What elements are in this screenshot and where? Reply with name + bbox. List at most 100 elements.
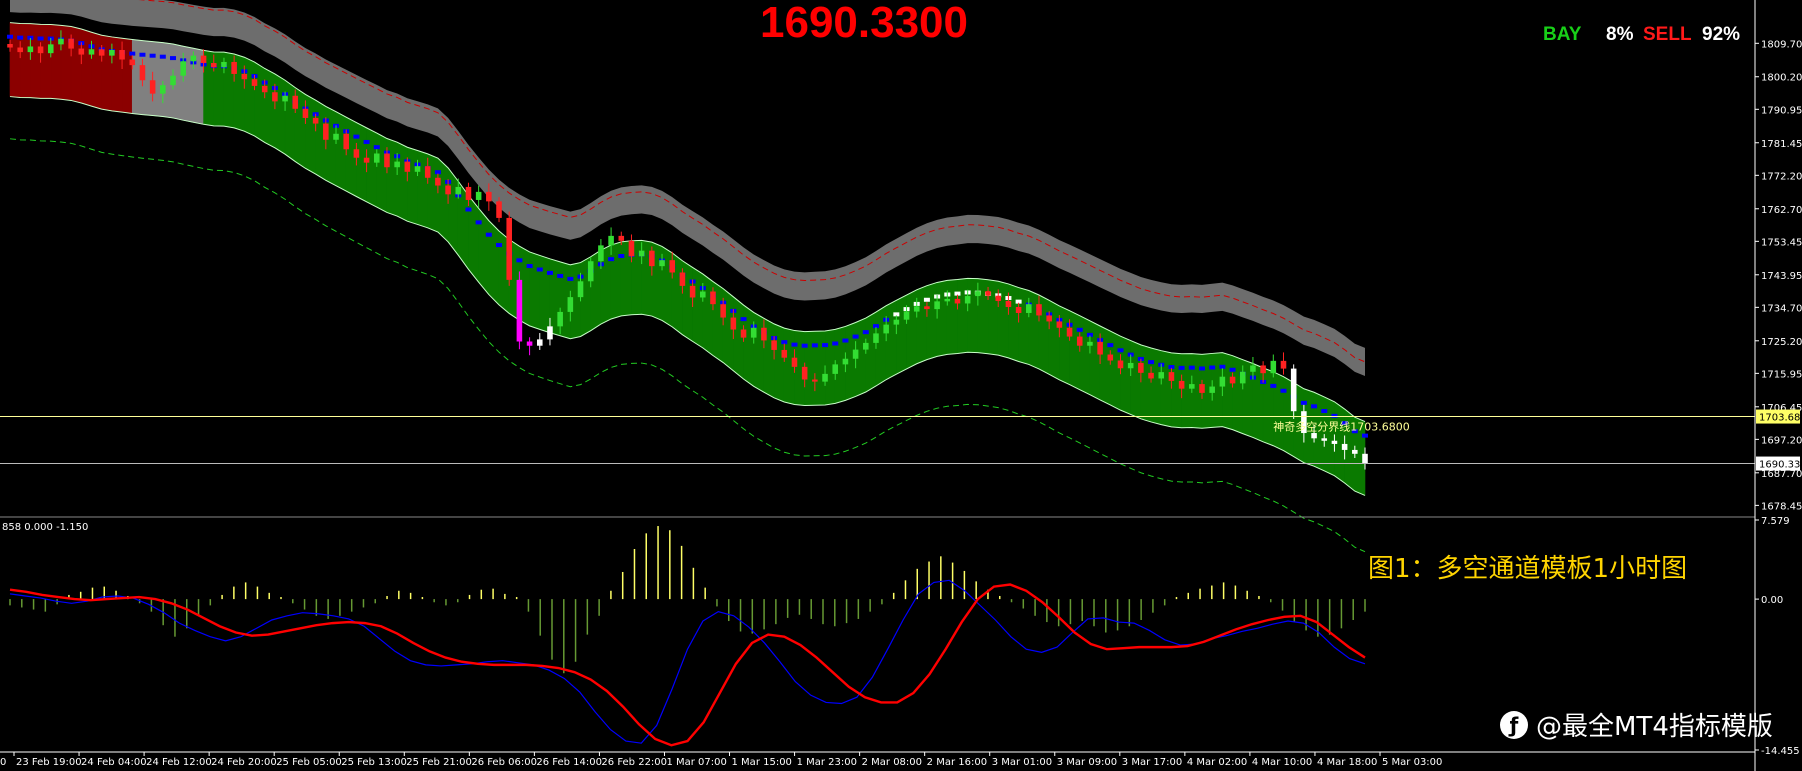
- candle-body: [944, 298, 951, 302]
- trend-marker: [1321, 408, 1328, 413]
- trend-marker: [1229, 367, 1236, 372]
- channel-segment: [814, 330, 826, 406]
- time-tick-label: 25 Feb 05:00: [276, 757, 342, 768]
- trend-marker: [1168, 365, 1175, 370]
- candle-body: [730, 317, 737, 330]
- upper-dashed-envelope: [138, 0, 1366, 363]
- candle-body: [740, 329, 747, 338]
- channel-segment: [1120, 335, 1131, 415]
- channel-segment: [1079, 315, 1091, 396]
- price-tick-label: 1734.70: [1761, 303, 1802, 314]
- candle-body: [210, 63, 217, 68]
- trend-marker: [1331, 413, 1338, 418]
- trend-marker: [1148, 360, 1155, 365]
- candle-body: [292, 95, 299, 109]
- candle-body: [1056, 321, 1063, 328]
- candle-body: [1331, 440, 1338, 444]
- level-price-box: [1756, 409, 1800, 424]
- channel-segment: [60, 25, 72, 101]
- candle-body: [689, 285, 696, 298]
- trend-marker: [608, 257, 615, 262]
- candle-body: [659, 260, 665, 267]
- channel-segment: [1150, 347, 1162, 426]
- candle-body: [669, 260, 675, 273]
- channel-segment: [264, 67, 276, 149]
- candle-body: [170, 75, 176, 86]
- candle-body: [608, 235, 614, 246]
- channel-segment: [376, 132, 388, 213]
- candle-body: [547, 326, 553, 340]
- channel-segment: [529, 251, 541, 330]
- candle-body: [710, 291, 716, 305]
- candle-body: [638, 250, 645, 257]
- candle-body: [1148, 372, 1154, 379]
- channel-segment: [773, 323, 785, 403]
- channel-segment: [885, 299, 897, 381]
- trend-marker: [872, 324, 879, 329]
- buy-label: BAY: [1543, 24, 1582, 45]
- trend-marker: [1178, 365, 1185, 370]
- level-line-label: 神奇多空分界线1703.6800: [1273, 420, 1409, 434]
- candle-body: [700, 291, 706, 298]
- time-tick-label: 24 Feb 20:00: [211, 757, 277, 768]
- channel-segment: [254, 61, 265, 143]
- candle-body: [1066, 327, 1073, 337]
- trend-marker: [139, 52, 146, 57]
- channel-segment: [81, 28, 92, 107]
- time-tick-label: 2 Mar 08:00: [862, 757, 922, 768]
- time-tick-label: 0: [0, 757, 6, 768]
- sell-percent: 92%: [1702, 24, 1741, 45]
- chart-caption: 图1：多空通道模板1小时图: [1368, 554, 1688, 584]
- channel-segment: [325, 105, 337, 187]
- trend-marker: [17, 35, 24, 40]
- price-tick-label: 1800.20: [1761, 73, 1802, 84]
- time-tick-label: 25 Feb 13:00: [341, 757, 407, 768]
- candle-body: [394, 161, 400, 168]
- candle-body: [302, 108, 309, 118]
- channel-segment: [916, 285, 928, 365]
- candle-body: [98, 49, 105, 56]
- trend-marker: [1015, 299, 1022, 304]
- trend-marker: [465, 207, 472, 212]
- candle-body: [791, 357, 798, 367]
- candle-body: [149, 80, 156, 94]
- channel-segment: [946, 279, 958, 355]
- price-tick-label: 1687.70: [1761, 469, 1802, 480]
- candle-body: [27, 46, 34, 53]
- channel-segment: [1140, 344, 1152, 423]
- candle-body: [1087, 341, 1093, 346]
- channel-segment: [30, 23, 41, 99]
- channel-segment: [936, 280, 948, 357]
- trend-marker: [1219, 364, 1226, 369]
- candle-body: [1076, 336, 1083, 346]
- candle-body: [373, 153, 380, 163]
- candle-body: [78, 48, 85, 55]
- candle-body: [1138, 362, 1144, 373]
- time-tick-label: 1 Mar 15:00: [732, 757, 792, 768]
- candle-body: [1280, 360, 1287, 369]
- candle-body: [1260, 365, 1266, 374]
- candle-body: [1127, 362, 1134, 369]
- trend-marker: [1076, 327, 1083, 332]
- candle-body: [1036, 304, 1042, 316]
- time-tick-label: 5 Mar 03:00: [1382, 757, 1442, 768]
- sell-label: SELL: [1643, 24, 1692, 45]
- trend-marker: [801, 343, 808, 348]
- candle-body: [1189, 384, 1195, 389]
- trend-marker: [496, 243, 503, 248]
- candle-body: [496, 201, 502, 218]
- candle-body: [7, 44, 13, 48]
- candle-body: [323, 123, 329, 140]
- candle-body: [975, 291, 981, 297]
- current-price-label: 1690.33: [1759, 460, 1800, 471]
- trend-marker: [1341, 421, 1348, 426]
- trend-marker: [27, 35, 34, 40]
- channel-segment: [407, 146, 418, 225]
- candle-body: [1097, 341, 1103, 355]
- price-tick-label: 1725.20: [1761, 337, 1802, 348]
- candle-body: [455, 186, 462, 195]
- time-tick-label: 24 Feb 12:00: [146, 757, 212, 768]
- candle-body: [68, 38, 74, 49]
- trend-marker: [852, 334, 859, 339]
